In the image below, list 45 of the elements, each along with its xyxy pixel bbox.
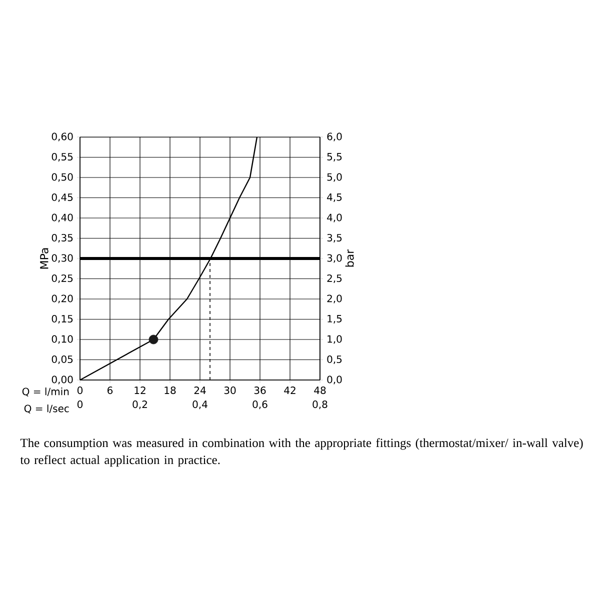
y-tick-label: 0,15 (52, 314, 73, 324)
y-tick-label: 0,40 (52, 214, 73, 222)
y-tick-label: 0,00 (52, 376, 73, 384)
x-tick-label: 0 (77, 386, 83, 394)
y2-tick-label: 4,5 (327, 194, 342, 202)
x2-tick-label: 0,4 (192, 400, 208, 410)
y2-tick-label: 2,0 (327, 294, 342, 304)
x-tick-label: 6 (108, 386, 113, 394)
y-tick-label: 0,35 (52, 234, 73, 243)
x-tick-label: 18 (164, 386, 176, 394)
y2-tick-label: 2,5 (327, 274, 342, 284)
x2-tick-label: 0,8 (312, 400, 328, 410)
x-tick-label: 36 (254, 386, 266, 394)
y-tick-label: 0,50 (52, 173, 73, 182)
x2-axis-title: Q = l/sec (24, 404, 69, 414)
y2-tick-label: 6,0 (327, 132, 342, 142)
y-tick-label: 0,45 (52, 193, 73, 202)
x-tick-label: 42 (284, 386, 296, 394)
y2-tick-label: 5,0 (327, 173, 342, 182)
y2-tick-label: 3,5 (327, 234, 342, 243)
x2-tick-label: 0 (77, 400, 83, 408)
y-tick-label: 0,30 (52, 254, 73, 263)
y2-tick-label: 3,0 (327, 254, 342, 263)
y2-tick-label: 0,0 (327, 376, 342, 384)
x-tick-label: 12 (134, 386, 146, 394)
y-tick-label: 0,55 (52, 152, 73, 162)
x2-tick-label: 0,2 (132, 400, 147, 410)
y2-tick-label: 1,0 (328, 335, 342, 344)
y-tick-label: 0,25 (52, 274, 73, 284)
x2-tick-label: 0,6 (252, 400, 268, 410)
y2-tick-label: 1,5 (328, 315, 342, 324)
y2-tick-label: 4,0 (327, 214, 342, 222)
y-axis-title: MPa (40, 248, 48, 269)
x-tick-label: 48 (314, 386, 326, 394)
y2-tick-label: 0,5 (327, 355, 342, 364)
y2-tick-label: 5,5 (327, 153, 342, 162)
x-tick-label: 24 (194, 386, 206, 394)
y-tick-label: 0,60 (52, 132, 73, 142)
y2-axis-title: bar (345, 249, 354, 267)
y-tick-label: 0,20 (52, 294, 73, 304)
x-tick-label: 30 (224, 386, 236, 394)
x-axis-title: Q = l/min (22, 388, 69, 396)
text: The consumption was measured in combination with the appropriate fittings (thermostat/mixer/ in-wall valve) to reflect actual application in practice. (20, 438, 583, 467)
y-tick-label: 0,10 (52, 335, 73, 344)
y-tick-label: 0,05 (52, 355, 73, 364)
